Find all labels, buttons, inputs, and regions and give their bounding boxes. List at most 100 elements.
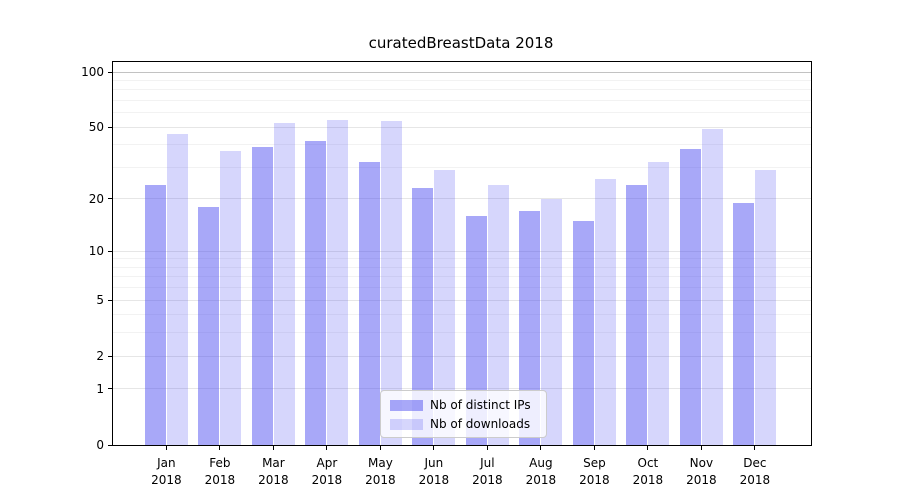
bar-distinct-ips: [198, 207, 220, 445]
minor-gridline: [113, 276, 811, 278]
x-tick-mark: [593, 446, 595, 450]
x-tick-label-year: 2018: [204, 473, 236, 487]
y-tick-mark: [108, 388, 112, 390]
x-tick-label-year: 2018: [525, 473, 557, 487]
x-tick-mark: [540, 446, 542, 450]
minor-gridline: [113, 166, 811, 168]
legend-item-downloads: Nb of downloads: [390, 416, 537, 432]
x-tick-label-year: 2018: [579, 473, 610, 487]
x-tick-mark: [486, 446, 488, 450]
y-tick-mark: [108, 444, 112, 446]
bar-distinct-ips: [305, 141, 327, 445]
y-tick-mark: [108, 71, 112, 73]
minor-gridline: [113, 287, 811, 289]
x-tick-mark: [433, 446, 435, 450]
bar-downloads: [594, 178, 616, 445]
x-tick-mark: [272, 446, 274, 450]
x-tick-mark: [165, 446, 167, 450]
plot-area: 100 50 20 10 5 2 1 0 Jan 2018 Feb 2018 Mar 2018 Apr 20…: [81, 61, 812, 487]
legend-swatch-downloads: [390, 418, 423, 430]
x-tick-mark: [326, 446, 328, 450]
x-tick-label-month: Jun: [424, 456, 444, 470]
y-tick-label: 5: [96, 293, 104, 308]
bar-downloads: [755, 170, 777, 445]
x-tick-label-year: 2018: [151, 473, 182, 487]
bar-distinct-ips: [465, 216, 487, 445]
x-tick-label-year: 2018: [365, 473, 396, 487]
major-gridline: [113, 198, 811, 200]
y-tick-mark: [108, 126, 112, 128]
y-tick-label: 2: [96, 349, 104, 364]
bar-distinct-ips: [358, 162, 380, 445]
y-tick-label: 100: [81, 65, 104, 79]
x-tick-label-year: 2018: [739, 473, 771, 487]
x-tick-mark: [754, 446, 756, 450]
bar-downloads: [220, 151, 242, 445]
x-tick-label-month: Aug: [529, 456, 553, 470]
x-tick-label-month: Nov: [689, 456, 714, 470]
bar-downloads: [327, 119, 349, 445]
minor-gridline: [113, 258, 811, 260]
bar-downloads: [380, 121, 402, 445]
x-tick-mark: [700, 446, 702, 450]
x-tick-mark: [647, 446, 649, 450]
x-tick-label-month: Apr: [316, 456, 338, 470]
y-tick-label: 0: [96, 438, 104, 452]
x-tick-label-month: Jan: [157, 456, 176, 470]
x-tick-label-year: 2018: [418, 473, 450, 487]
x-tick-label-month: May: [367, 456, 393, 470]
x-tick-label-month: Jul: [480, 456, 495, 470]
x-tick-label-month: Dec: [743, 456, 767, 470]
minor-gridline: [113, 79, 811, 81]
legend-label-downloads: Nb of downloads: [430, 417, 531, 431]
y-tick-label: 1: [96, 381, 104, 396]
minor-gridline: [113, 89, 811, 91]
x-tick-label-year: 2018: [258, 473, 289, 487]
minor-gridline: [113, 99, 811, 101]
bar-downloads: [166, 133, 188, 445]
bar-distinct-ips: [144, 184, 166, 445]
minor-gridline: [113, 314, 811, 316]
x-tick-label-month: Oct: [637, 456, 659, 470]
y-tick-mark: [108, 299, 112, 301]
y-tick-mark: [108, 250, 112, 252]
y-tick-label: 10: [88, 244, 104, 259]
bar-downloads: [487, 184, 509, 445]
x-tick-label-year: 2018: [472, 473, 503, 487]
legend-swatch-distinct-ips: [390, 399, 423, 411]
major-gridline: [113, 388, 811, 390]
bar-downloads: [648, 162, 670, 445]
bar-downloads: [541, 198, 563, 445]
major-gridline: [113, 355, 811, 357]
y-tick-mark: [108, 355, 112, 357]
x-tick-label-year: 2018: [686, 473, 717, 487]
bar-distinct-ips: [251, 146, 273, 445]
bar-distinct-ips: [519, 211, 541, 445]
major-gridline: [113, 71, 811, 73]
major-gridline: [113, 250, 811, 252]
minor-gridline: [113, 332, 811, 334]
major-gridline: [113, 126, 811, 128]
y-tick-mark: [108, 198, 112, 200]
x-tick-label-year: 2018: [632, 473, 664, 487]
y-tick-label: 20: [88, 191, 104, 206]
bar-distinct-ips: [733, 202, 755, 445]
bar-distinct-ips: [412, 188, 434, 445]
x-tick-label-year: 2018: [311, 473, 343, 487]
legend-item-distinct-ips: Nb of distinct IPs: [390, 397, 537, 413]
bar-downloads: [434, 170, 456, 445]
chart-title: curatedBreastData 2018: [368, 34, 554, 52]
major-gridline: [113, 299, 811, 301]
y-tick-label: 50: [88, 120, 104, 135]
minor-gridline: [113, 144, 811, 146]
bar-distinct-ips: [626, 184, 648, 445]
bar-distinct-ips: [679, 148, 701, 445]
x-tick-mark: [219, 446, 221, 450]
legend: Nb of distinct IPs Nb of downloads: [380, 390, 547, 438]
x-tick-label-month: Feb: [209, 456, 231, 470]
bar-downloads: [273, 122, 295, 445]
bar-downloads: [701, 128, 723, 445]
minor-gridline: [113, 266, 811, 268]
minor-gridline: [113, 112, 811, 114]
